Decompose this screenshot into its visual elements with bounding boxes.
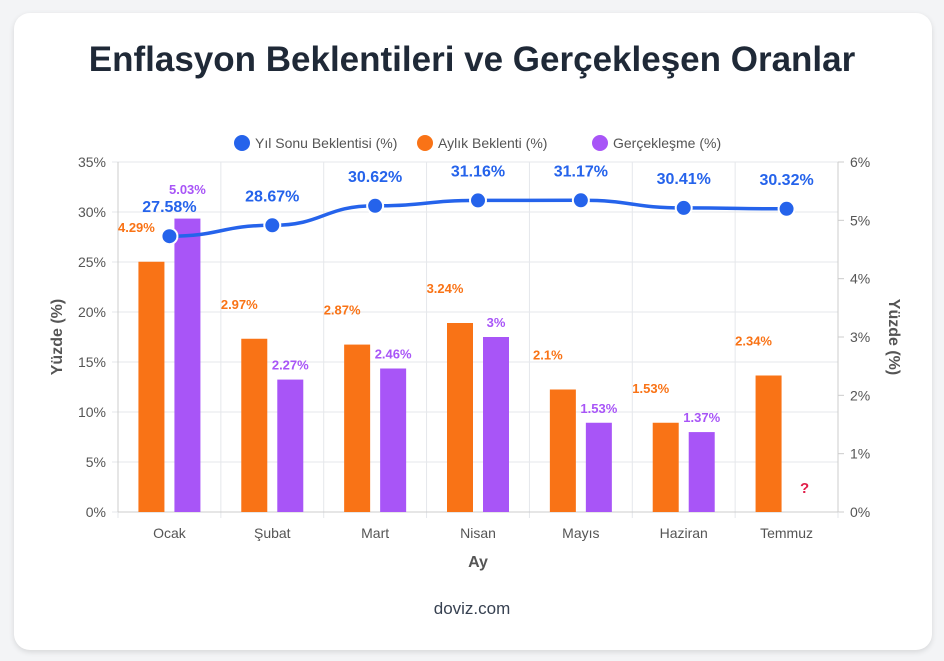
- bar-aylik: [344, 344, 371, 512]
- point-label-yil-sonu: 30.32%: [759, 172, 813, 189]
- bar-aylik: [138, 261, 165, 512]
- x-tick-label: Ocak: [153, 525, 187, 541]
- point-label-yil-sonu: 31.16%: [451, 163, 505, 180]
- point-yil-sonu: [777, 199, 796, 218]
- bar-aylik: [755, 375, 782, 512]
- legend-marker: [592, 135, 608, 151]
- x-tick-label: Haziran: [660, 525, 708, 541]
- bar-gerceklesme: [380, 368, 407, 512]
- y-tick-label: 30%: [78, 204, 106, 220]
- legend-marker: [234, 135, 250, 151]
- bar-gerceklesme: [277, 379, 304, 512]
- y-tick-label: 15%: [78, 354, 106, 370]
- bar-gerceklesme: [585, 422, 612, 512]
- bar-label-aylik: 2.34%: [735, 334, 772, 349]
- bar-label-gerceklesme: 5.03%: [169, 182, 206, 197]
- y2-tick-label: 0%: [850, 504, 870, 520]
- y-tick-label: 35%: [78, 154, 106, 170]
- source-label: doviz.com: [433, 599, 511, 618]
- y-tick-label: 20%: [78, 304, 106, 320]
- point-label-yil-sonu: 28.67%: [245, 188, 299, 205]
- point-label-yil-sonu: 31.17%: [554, 163, 608, 180]
- bar-gerceklesme: [174, 218, 201, 513]
- point-yil-sonu: [469, 191, 487, 210]
- point-label-yil-sonu: 27.58%: [142, 199, 196, 216]
- x-axis-title: Ay: [468, 554, 488, 571]
- bar-label-aylik: 2.1%: [533, 348, 563, 363]
- point-label-yil-sonu: 30.41%: [657, 171, 711, 188]
- y2-tick-label: 3%: [850, 329, 870, 345]
- bar-label-aylik: 2.97%: [221, 297, 258, 312]
- point-yil-sonu: [571, 191, 590, 210]
- bar-label-gerceklesme: 3%: [487, 315, 506, 330]
- bar-label-gerceklesme: 1.53%: [580, 401, 617, 416]
- x-tick-label: Mart: [361, 525, 389, 541]
- y-tick-label: 5%: [86, 454, 106, 470]
- y2-tick-label: 2%: [850, 387, 870, 403]
- point-yil-sonu: [263, 216, 282, 235]
- point-label-yil-sonu: 30.62%: [348, 169, 402, 186]
- y2-axis-title: Yüzde (%): [885, 299, 902, 375]
- bar-label-aylik: 1.53%: [632, 381, 669, 396]
- bar-label-aylik: 3.24%: [427, 281, 464, 296]
- x-tick-label: Nisan: [460, 525, 496, 541]
- x-tick-label: Mayıs: [562, 525, 599, 541]
- y-tick-label: 0%: [86, 504, 106, 520]
- missing-value-icon: ?: [800, 480, 809, 497]
- y2-tick-label: 6%: [850, 154, 870, 170]
- bar-aylik: [549, 389, 576, 512]
- legend-label: Gerçekleşme (%): [613, 135, 721, 151]
- chart-title: Enflasyon Beklentileri ve Gerçekleşen Or…: [88, 40, 856, 79]
- bar-label-gerceklesme: 2.27%: [272, 358, 309, 373]
- y2-tick-label: 1%: [850, 446, 870, 462]
- y-tick-label: 25%: [78, 254, 106, 270]
- legend-label: Yıl Sonu Beklentisi (%): [255, 135, 397, 151]
- bar-gerceklesme: [688, 432, 715, 512]
- bar-label-aylik: 2.87%: [324, 303, 361, 318]
- y-axis-title: Yüzde (%): [49, 299, 66, 375]
- x-tick-label: Şubat: [254, 525, 291, 541]
- bar-aylik: [652, 422, 679, 512]
- point-yil-sonu: [160, 227, 179, 246]
- y-tick-label: 10%: [78, 404, 106, 420]
- bar-label-aylik: 4.29%: [118, 220, 155, 235]
- legend-label: Aylık Beklenti (%): [438, 135, 547, 151]
- bar-gerceklesme: [483, 337, 509, 512]
- bar-aylik: [447, 323, 473, 512]
- point-yil-sonu: [366, 196, 385, 215]
- point-yil-sonu: [674, 198, 693, 217]
- bar-label-gerceklesme: 2.46%: [375, 347, 412, 362]
- x-tick-label: Temmuz: [760, 525, 813, 541]
- bar-label-gerceklesme: 1.37%: [683, 410, 720, 425]
- bar-aylik: [241, 338, 268, 512]
- legend-marker: [417, 135, 433, 151]
- y2-tick-label: 4%: [850, 271, 870, 287]
- y2-tick-label: 5%: [850, 212, 870, 228]
